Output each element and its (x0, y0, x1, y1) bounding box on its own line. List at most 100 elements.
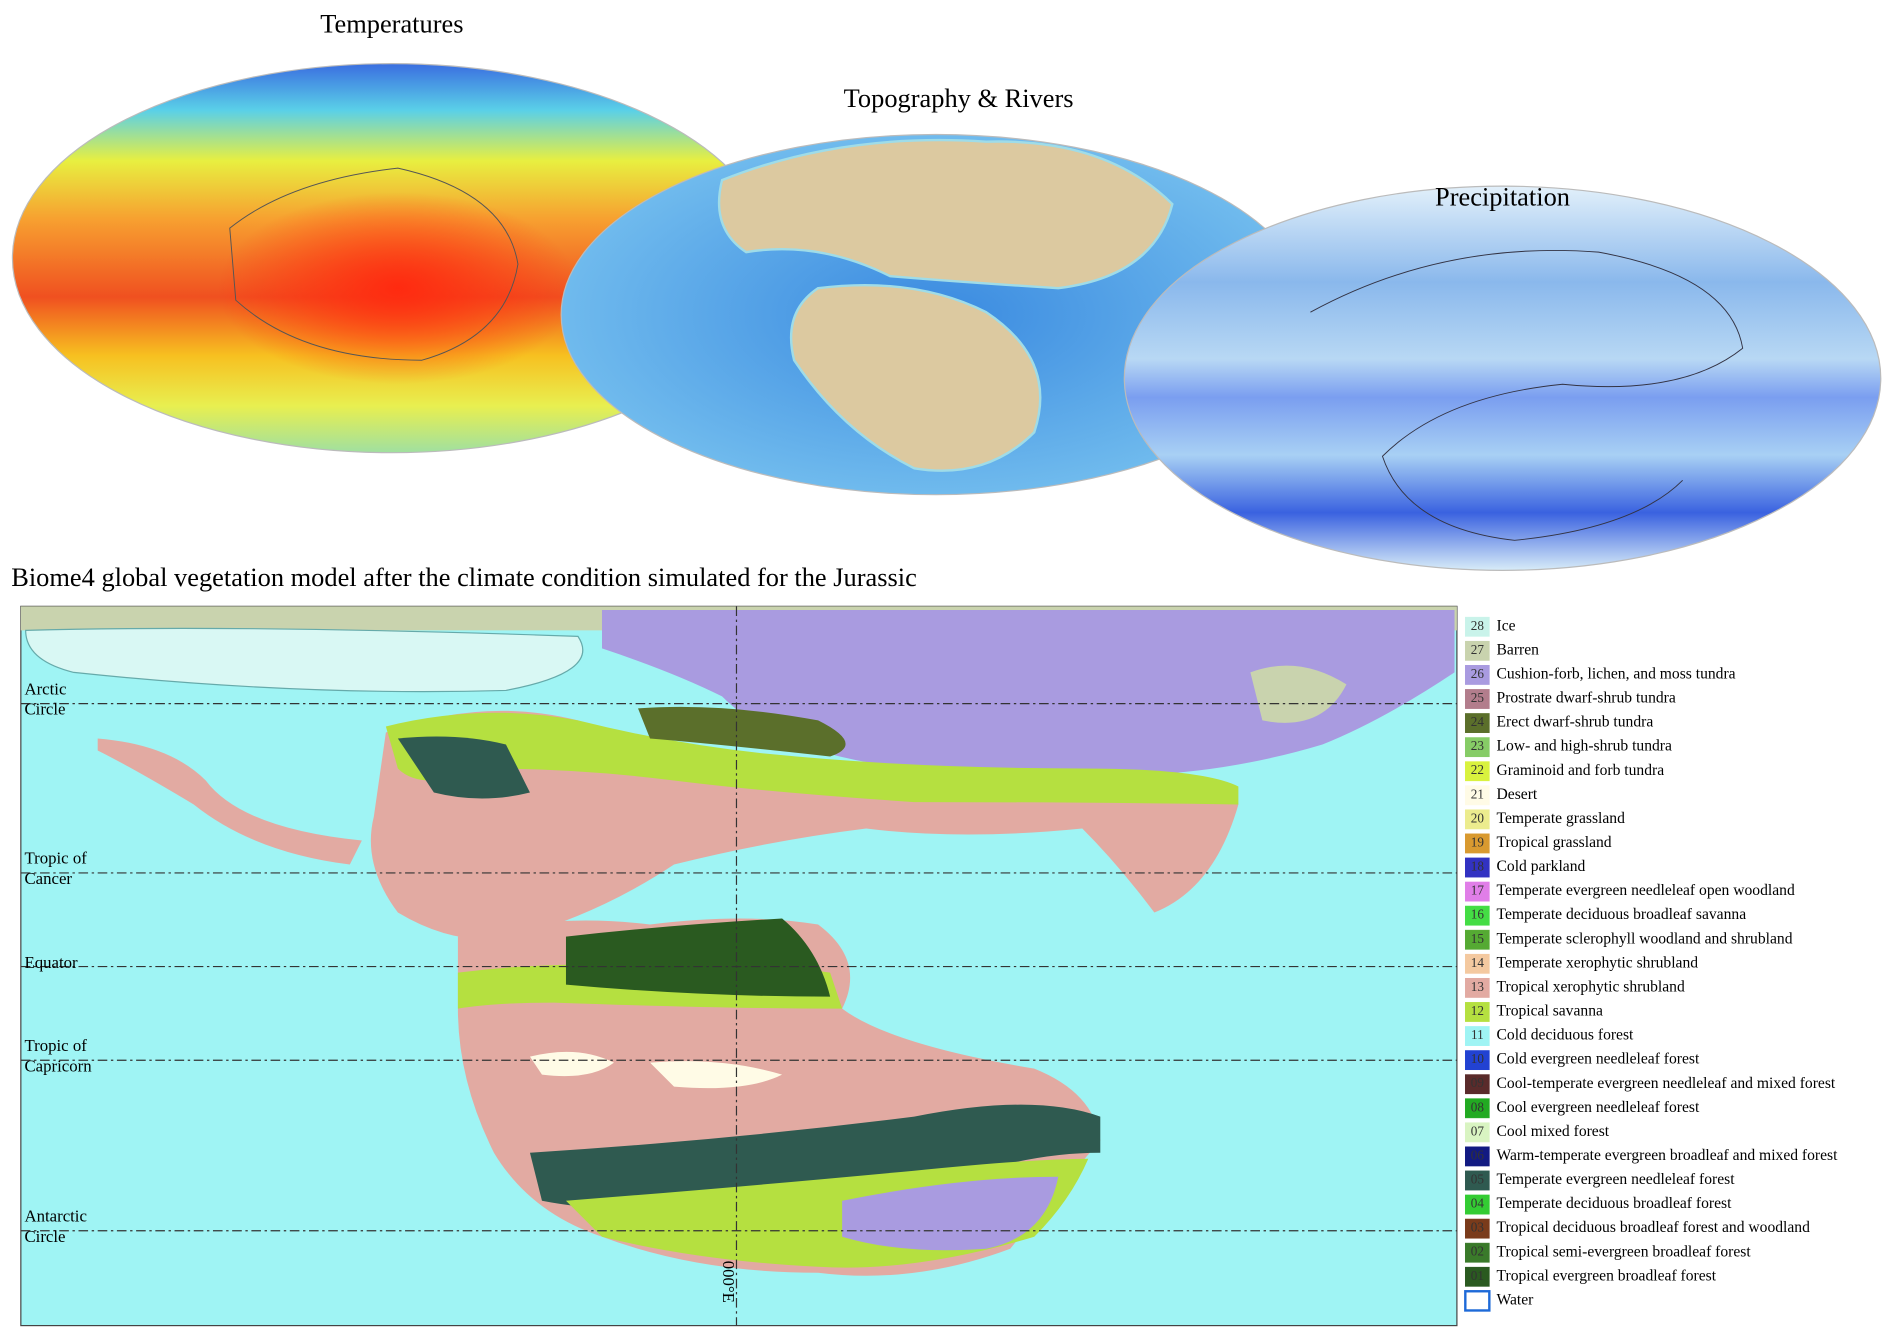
legend-label: Cold deciduous forest (1497, 1027, 1635, 1044)
landmass (717, 138, 1174, 290)
legend-code: 27 (1471, 642, 1485, 657)
parallel-label: Equator (24, 953, 78, 972)
landmass (790, 284, 1042, 472)
legend-code: 17 (1471, 883, 1485, 898)
parallel-label: Tropic of (24, 849, 87, 868)
panel-title: Topography & Rivers (844, 83, 1074, 113)
legend-swatch (1465, 953, 1490, 974)
legend-swatch (1465, 881, 1490, 902)
legend-label: Prostrate dwarf-shrub tundra (1497, 690, 1676, 707)
legend-swatch (1465, 665, 1490, 685)
legend-code: 28 (1471, 618, 1485, 633)
legend-code: 13 (1471, 979, 1485, 994)
legend-label: Desert (1497, 786, 1538, 803)
legend-swatch (1465, 737, 1490, 758)
legend-label: Warm-temperate evergreen broadleaf and m… (1497, 1147, 1839, 1164)
legend-label: Water (1497, 1291, 1535, 1308)
legend-code: 01 (1471, 1268, 1484, 1283)
legend-swatch (1465, 616, 1490, 637)
parallel-label: Capricorn (24, 1056, 92, 1075)
parallel-label: Tropic of (24, 1036, 87, 1055)
legend-label: Cushion-forb, lichen, and moss tundra (1497, 666, 1736, 683)
legend-code: 22 (1471, 762, 1484, 777)
coastline (1310, 250, 1744, 541)
legend-label: Temperate evergreen needleleaf forest (1497, 1171, 1736, 1188)
legend-swatch (1465, 1002, 1490, 1022)
panel-title: Temperatures (320, 8, 463, 38)
legend-label: Tropical semi-evergreen broadleaf forest (1497, 1243, 1752, 1260)
legend-label: Cool mixed forest (1497, 1123, 1610, 1140)
legend-code: 03 (1471, 1220, 1485, 1235)
tropical-forest (565, 918, 831, 997)
legend-swatch (1465, 1146, 1490, 1167)
legend-label: Low- and high-shrub tundra (1497, 738, 1672, 755)
legend-swatch (1465, 1050, 1490, 1071)
legend-code: 15 (1471, 931, 1485, 946)
legend-code: 23 (1471, 738, 1485, 753)
legend-label: Graminoid and forb tundra (1497, 762, 1665, 779)
legend-label: Cool evergreen needleleaf forest (1497, 1099, 1700, 1116)
legend-label: Tropical evergreen broadleaf forest (1497, 1267, 1717, 1284)
legend-label: Barren (1497, 641, 1540, 658)
legend-code: 16 (1471, 907, 1485, 922)
legend-code: 14 (1471, 955, 1485, 970)
legend-code: 06 (1471, 1147, 1485, 1162)
legend-label: Temperate sclerophyll woodland and shrub… (1497, 930, 1793, 947)
parallel-label: Arctic (24, 679, 66, 698)
desert (529, 1051, 783, 1089)
parallel-label: Cancer (24, 869, 72, 888)
savanna-band (385, 712, 1239, 805)
legend-code: 10 (1471, 1051, 1485, 1066)
peninsula (97, 738, 362, 865)
coastline (229, 167, 519, 361)
legend-code: 26 (1471, 666, 1485, 681)
parallel-lines (20, 606, 1457, 1326)
legend-label: Temperate xerophytic shrubland (1497, 954, 1699, 971)
legend-swatch (1465, 1170, 1490, 1191)
legend-swatch (1465, 1074, 1490, 1095)
forest-band (529, 1104, 1101, 1213)
heat-zone (217, 192, 578, 385)
legend-swatch (1464, 1290, 1491, 1312)
legend-swatch (1465, 713, 1490, 733)
legend-swatch (1465, 640, 1490, 661)
legend-label: Temperate grassland (1497, 810, 1626, 827)
legend-swatch (1465, 977, 1490, 998)
legend-code: 08 (1471, 1099, 1485, 1114)
meridian-label: 000°E (719, 1261, 738, 1303)
legend: 28 Ice 27 Barren 26 Cushion-forb, lichen, and… (1464, 616, 1839, 1312)
legend-swatch (1465, 1026, 1490, 1046)
legend-label: Cold evergreen needleleaf forest (1497, 1051, 1700, 1068)
legend-code: 04 (1471, 1196, 1485, 1211)
parallel-label: Circle (24, 700, 65, 719)
legend-swatch (1465, 1242, 1490, 1263)
legend-label: Tropical deciduous broadleaf forest and … (1497, 1219, 1811, 1236)
precipitation-globe (1123, 185, 1882, 571)
legend-code: 24 (1471, 714, 1485, 729)
legend-label: Ice (1497, 617, 1516, 634)
legend-label: Temperate deciduous broadleaf forest (1497, 1195, 1733, 1212)
shrub-tundra (638, 706, 846, 757)
legend-swatch (1465, 809, 1490, 830)
legend-code: 18 (1471, 859, 1485, 874)
legend-code: 19 (1471, 834, 1485, 849)
legend-label: Cool-temperate evergreen needleleaf and … (1497, 1075, 1836, 1092)
legend-label: Temperate evergreen needleleaf open wood… (1497, 882, 1795, 899)
legend-swatch (1465, 785, 1490, 806)
legend-label: Tropical grassland (1497, 834, 1612, 851)
legend-code: 09 (1471, 1075, 1485, 1090)
legend-code: 11 (1471, 1027, 1484, 1042)
parallel-label: Circle (24, 1227, 65, 1246)
legend-code: 12 (1471, 1003, 1484, 1018)
forest-patch (397, 736, 530, 799)
legend-swatch (1465, 905, 1490, 926)
legend-swatch (1465, 929, 1490, 950)
legend-swatch (1465, 689, 1490, 709)
legend-swatch (1465, 1098, 1490, 1119)
legend-swatch (1465, 1218, 1490, 1239)
legend-label: Cold parkland (1497, 858, 1586, 875)
legend-swatch (1465, 833, 1490, 854)
